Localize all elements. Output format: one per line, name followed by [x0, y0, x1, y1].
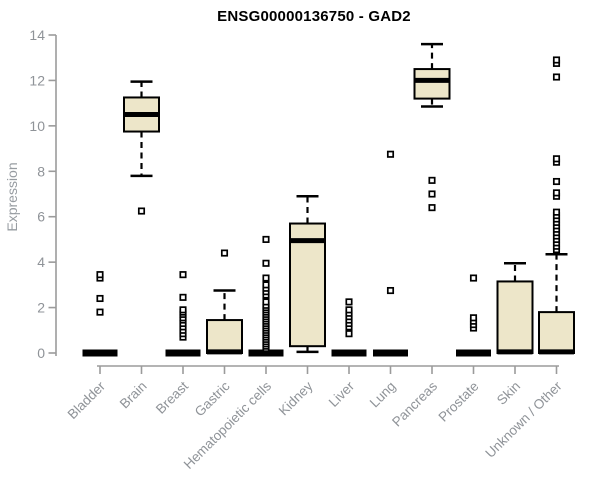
outlier-point-prostate [469, 274, 478, 282]
box-pancreas [413, 68, 451, 100]
collapsed-box-hematopoietic-cells [248, 349, 284, 357]
outlier-point-unknown-other [552, 155, 561, 163]
box-kidney [289, 222, 326, 348]
outlier-point-breast [179, 293, 187, 301]
outlier-point-prostate [469, 314, 478, 322]
x-axis-label-brain: Brain [117, 379, 150, 412]
outlier-point-pancreas [428, 190, 436, 198]
y-axis-tick-label: 14 [29, 27, 45, 43]
outlier-point-hematopoietic-cells [262, 298, 270, 306]
collapsed-box-bladder [82, 349, 118, 357]
box-gastric [206, 319, 243, 355]
x-axis-label-pancreas: Pancreas [389, 378, 440, 429]
y-axis-tick-label: 4 [37, 254, 45, 270]
collapsed-box-liver [331, 349, 367, 357]
outlier-point-hematopoietic-cells [262, 235, 270, 243]
collapsed-box-prostate [456, 349, 491, 357]
x-axis-label-kidney: Kidney [276, 378, 316, 418]
y-axis-tick-label: 2 [37, 300, 45, 316]
outlier-point-breast [179, 306, 187, 314]
outlier-point-bladder [96, 294, 104, 303]
x-axis-label-bladder: Bladder [65, 378, 109, 422]
outlier-point-liver [345, 306, 353, 314]
x-axis-label-liver: Liver [326, 378, 358, 410]
outlier-point-pancreas [428, 204, 436, 212]
outlier-point-hematopoietic-cells [262, 281, 270, 289]
outlier-point-lung [386, 286, 395, 295]
outlier-point-bladder [96, 271, 104, 279]
y-axis-tick-label: 12 [29, 72, 45, 88]
y-axis-tick-label: 10 [29, 118, 45, 134]
outlier-point-liver [345, 330, 353, 338]
outlier-point-unknown-other [552, 73, 561, 81]
x-axis-label-breast: Breast [153, 378, 191, 416]
outlier-point-liver [345, 298, 353, 306]
box-skin [496, 280, 534, 355]
x-axis-label-prostate: Prostate [435, 379, 481, 425]
y-axis-tick-label: 6 [37, 209, 45, 225]
outlier-point-unknown-other [552, 208, 561, 216]
collapsed-box-lung [373, 349, 408, 357]
x-axis-label-skin: Skin [494, 379, 523, 408]
outlier-point-bladder [96, 308, 104, 316]
x-axis-label-gastric: Gastric [192, 378, 233, 419]
x-axis-label-lung: Lung [367, 379, 399, 411]
y-axis-tick-label: 0 [37, 345, 45, 361]
outlier-point-gastric [220, 249, 229, 257]
outlier-point-pancreas [428, 176, 436, 184]
y-axis-tick-label: 8 [37, 163, 45, 179]
outlier-point-hematopoietic-cells [262, 274, 270, 282]
outlier-point-lung [386, 150, 395, 158]
collapsed-box-breast [165, 349, 201, 357]
outlier-point-unknown-other [552, 56, 561, 64]
outlier-point-brain [137, 207, 146, 215]
x-axis-label-unknown-other: Unknown / Other [482, 378, 565, 461]
outlier-point-unknown-other [552, 177, 561, 186]
outlier-point-hematopoietic-cells [262, 259, 270, 267]
chart-title: ENSG00000136750 - GAD2 [217, 8, 411, 25]
outlier-point-unknown-other [552, 189, 561, 197]
box-unknown-other [538, 311, 575, 355]
outlier-point-breast [179, 271, 187, 279]
